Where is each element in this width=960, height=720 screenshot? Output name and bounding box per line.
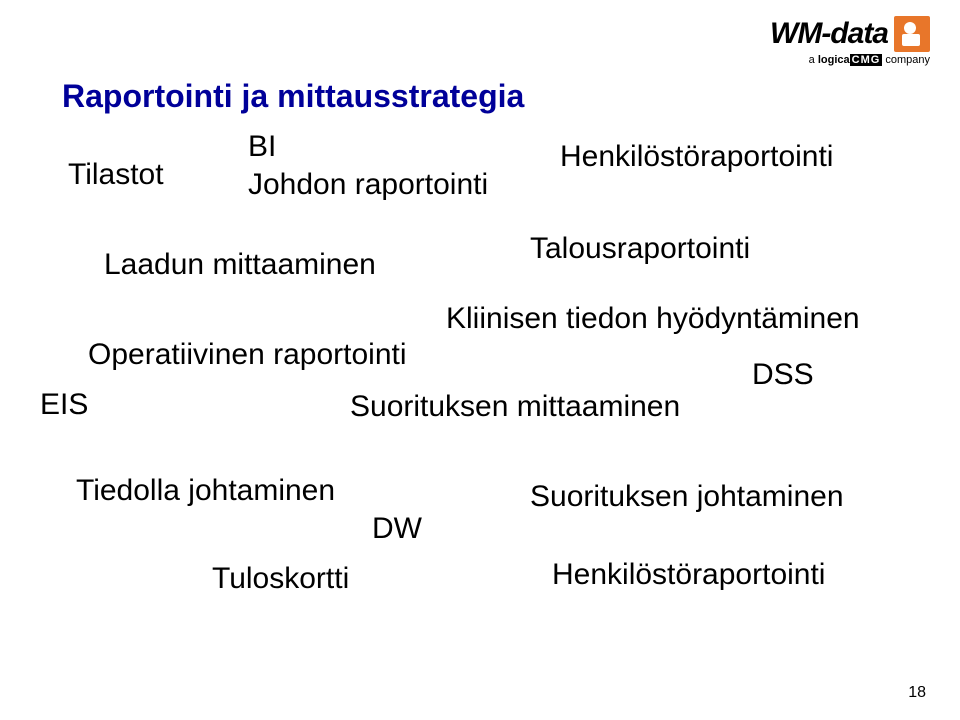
logo-text: WM-data bbox=[770, 17, 888, 51]
logo-sub-prefix: a bbox=[809, 54, 818, 66]
term-bi: BI bbox=[248, 130, 276, 164]
term-tilastot: Tilastot bbox=[68, 158, 164, 192]
term-eis: EIS bbox=[40, 388, 88, 422]
company-logo: WM-data a logicaCMG company bbox=[770, 16, 930, 66]
term-tiedolla: Tiedolla johtaminen bbox=[76, 474, 335, 508]
term-laadun: Laadun mittaaminen bbox=[104, 248, 376, 282]
slide-title: Raportointi ja mittausstrategia bbox=[62, 78, 524, 115]
logo-subtitle: a logicaCMG company bbox=[770, 54, 930, 66]
term-johdon: Johdon raportointi bbox=[248, 168, 488, 202]
term-henkilo1: Henkilöstöraportointi bbox=[560, 140, 833, 174]
term-suor-joh: Suorituksen johtaminen bbox=[530, 480, 844, 514]
logo-sub-cmg: CMG bbox=[850, 54, 883, 66]
term-dw: DW bbox=[372, 512, 422, 546]
logo-icon bbox=[894, 16, 930, 52]
term-talous: Talousraportointi bbox=[530, 232, 750, 266]
logo-sub-logica: logica bbox=[818, 54, 850, 66]
term-tuloskortti: Tuloskortti bbox=[212, 562, 349, 596]
term-henkilo2: Henkilöstöraportointi bbox=[552, 558, 825, 592]
term-operatiiv: Operatiivinen raportointi bbox=[88, 338, 407, 372]
term-dss: DSS bbox=[752, 358, 814, 392]
term-suor-mit: Suorituksen mittaaminen bbox=[350, 390, 680, 424]
page-number: 18 bbox=[908, 684, 926, 702]
logo-main: WM-data bbox=[770, 16, 930, 52]
term-kliinisen: Kliinisen tiedon hyödyntäminen bbox=[446, 302, 860, 336]
logo-sub-suffix: company bbox=[882, 54, 930, 66]
